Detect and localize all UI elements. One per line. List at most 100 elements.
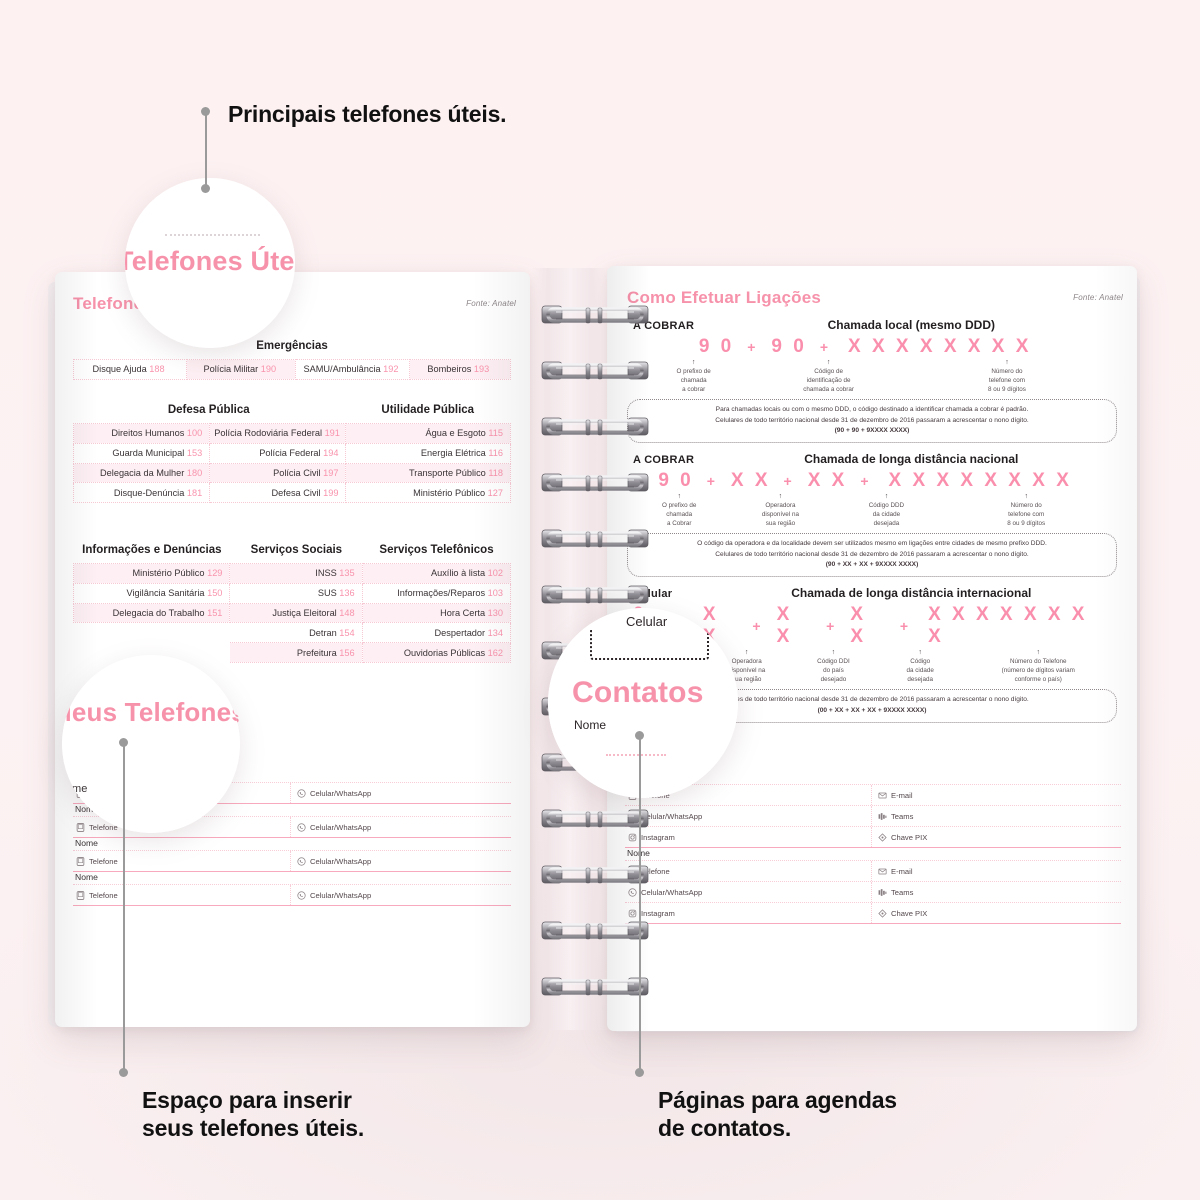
diagram-caption: ↑ O prefixo de chamada a cobrar xyxy=(631,359,756,394)
table-cell: Energia Elétrica 116 xyxy=(345,442,511,464)
field-celular[interactable]: Celular/WhatsApp xyxy=(290,817,511,837)
diagram-title: Chamada de longa distância nacional xyxy=(804,452,1019,467)
leader-line-top-left xyxy=(205,112,207,190)
callout-top-left: Principais telefones úteis. xyxy=(228,100,507,128)
field-telefone[interactable]: Telefone xyxy=(73,885,290,905)
name-label: Nome xyxy=(625,848,1121,860)
caption-tick-icon: ↑ xyxy=(677,493,681,501)
diagram-heads: A COBRAR Chamada de longa distância nacio… xyxy=(627,452,1117,466)
table-row: Delegacia da Mulher 180 Polícia Civil 19… xyxy=(72,462,511,484)
code-token: X X xyxy=(776,604,793,648)
diagram-caption: ↑ Número do telefone com 8 ou 9 dígitos xyxy=(939,493,1113,528)
field-chave-pix[interactable]: Chave PIX xyxy=(871,827,1121,847)
field-e-mail[interactable]: E-mail xyxy=(871,861,1121,881)
field-instagram[interactable]: Instagram xyxy=(625,827,871,847)
table-row: Delegacia do Trabalho 151 Justiça Eleito… xyxy=(72,602,512,624)
diagram-captions: ↑ O prefixo de chamada a cobrar ↑ Código de id… xyxy=(627,359,1117,394)
field-e-mail[interactable]: E-mail xyxy=(871,785,1121,805)
pix-icon xyxy=(878,832,887,842)
code-token: X X X X X X X X xyxy=(848,336,1032,357)
field-celular[interactable]: Celular/WhatsApp xyxy=(290,783,511,803)
diagram-caption: ↑ Código da cidade desejada xyxy=(877,649,964,684)
left-page: Telefones Úteis Fonte: Anatel Emergência… xyxy=(55,272,530,1027)
plus-sign: + xyxy=(899,618,912,635)
entry-separator xyxy=(73,803,511,804)
field-celular-whatsapp[interactable]: Celular/WhatsApp xyxy=(625,882,871,902)
field-instagram[interactable]: Instagram xyxy=(625,903,871,923)
teams-icon xyxy=(878,888,887,897)
caption-tick-icon: ↑ xyxy=(744,649,749,657)
caption-tick-icon: ↑ xyxy=(1024,493,1028,501)
caption-tick-icon: ↑ xyxy=(1005,359,1009,366)
bubble-label-meus-telefones: Meus Telefones Úteis xyxy=(62,697,240,727)
leader-dot-bubble-left xyxy=(119,738,128,747)
diagram-caption: ↑ Número do telefone com 8 ou 9 dígitos xyxy=(901,359,1113,394)
caption-tick-icon: ↑ xyxy=(778,493,783,501)
contact-field-row[interactable]: Instagram Chave PIX xyxy=(625,902,1121,923)
diagram-caption: ↑ Código DDI do país desejado xyxy=(790,649,877,684)
entry-separator xyxy=(625,847,1121,848)
contact-field-row[interactable]: Celular/WhatsApp Teams xyxy=(625,881,1121,902)
field-chave-pix[interactable]: Chave PIX xyxy=(871,903,1121,923)
field-teams[interactable]: Teams xyxy=(871,806,1121,826)
block-a-table: Direitos Humanos 100 Polícia Rodoviária … xyxy=(72,423,511,504)
table-cell xyxy=(73,622,230,643)
code-token: X X xyxy=(730,470,771,492)
callout-bottom-right: Páginas para agendas de contatos. xyxy=(658,1058,897,1142)
note-line: O código da operadora e da localidade de… xyxy=(697,540,1047,548)
field-celular-whatsapp[interactable]: Celular/WhatsApp xyxy=(625,806,871,826)
field-celular[interactable]: Celular/WhatsApp xyxy=(290,885,511,905)
field-celular[interactable]: Celular/WhatsApp xyxy=(290,851,511,871)
right-page-source: Fonte: Anatel xyxy=(1073,293,1123,302)
contact-field-row[interactable]: Instagram Chave PIX xyxy=(625,826,1121,847)
table-cell: Transporte Público 118 xyxy=(345,462,511,484)
name-label: Nome xyxy=(75,838,98,848)
phone-icon xyxy=(76,890,85,900)
field-telefone[interactable]: Telefone xyxy=(625,861,871,881)
call-diagram: Celular Chamada de longa distância intern… xyxy=(627,586,1117,723)
block-a-heading-2: Utilidade Pública xyxy=(381,404,475,416)
note-line: Para chamadas locais ou com o mesmo DDD,… xyxy=(715,406,1029,414)
caption-tick-icon: ↑ xyxy=(1036,649,1041,657)
code-token: X X xyxy=(807,470,848,492)
plus-sign: + xyxy=(706,473,718,490)
entry-separator xyxy=(73,905,511,906)
phone-icon xyxy=(76,856,85,866)
bubble-sub-meus-telefones: Nome xyxy=(62,783,88,795)
table-cell: Polícia Federal 194 xyxy=(209,442,347,464)
table-cell: Guarda Municipal 153 xyxy=(72,442,211,464)
callout-bottom-right-text: Páginas para agendas de contatos. xyxy=(658,1087,897,1142)
diagram-heads: A COBRAR Chamada local (mesmo DDD) xyxy=(627,318,1117,332)
callout-bottom-left: Espaço para inserir seus telefones úteis… xyxy=(142,1058,364,1142)
table-row: Disque Ajuda 188 Polícia Militar 190 SAM… xyxy=(72,359,512,380)
contact-field-row[interactable]: Celular/WhatsApp Teams xyxy=(625,805,1121,826)
note-line: Celulares de todo território nacional de… xyxy=(715,550,1029,558)
table-cell: Prefeitura 156 xyxy=(229,642,363,663)
diagram-heads: Celular Chamada de longa distância intern… xyxy=(627,586,1117,600)
table-cell: Defesa Civil 199 xyxy=(209,482,347,504)
caption-tick-icon: ↑ xyxy=(831,649,836,657)
whatsapp-icon xyxy=(297,788,306,798)
left-page-source: Fonte: Anatel xyxy=(466,299,516,308)
table-cell: Ministério Público 129 xyxy=(72,563,231,584)
caption-tick-icon: ↑ xyxy=(918,649,922,657)
block-b-heading-1: Informações e Denúncias xyxy=(82,544,222,556)
emergency-cell: Bombeiros 193 xyxy=(408,359,512,380)
table-cell: Água e Esgoto 115 xyxy=(345,423,511,444)
table-row: Guarda Municipal 153 Polícia Federal 194… xyxy=(72,442,511,464)
bubble-sub-contatos: Nome xyxy=(574,718,607,732)
table-cell: SUS 136 xyxy=(229,582,363,604)
name-label: Nome xyxy=(75,872,98,882)
code-token: 9 0 xyxy=(771,336,807,357)
field-teams[interactable]: Teams xyxy=(871,882,1121,902)
field-telefone[interactable]: Telefone xyxy=(73,851,290,871)
entry-separator xyxy=(73,837,511,838)
leader-dot-top xyxy=(201,107,210,116)
diagram-left-label: A COBRAR xyxy=(633,454,695,467)
contact-entry[interactable]: NomeTelefoneE-mailCelular/WhatsAppTeamsI… xyxy=(625,848,1121,924)
